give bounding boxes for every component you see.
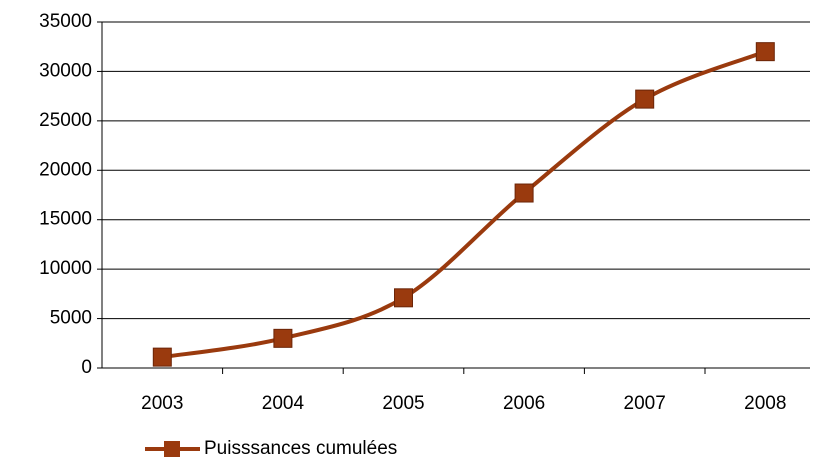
x-tick-label: 2008 — [744, 393, 786, 414]
marker — [273, 328, 293, 348]
x-tick-label: 2006 — [503, 393, 545, 414]
x-tick-label: 2005 — [382, 393, 424, 414]
marker — [635, 89, 655, 109]
marker — [755, 42, 775, 62]
y-tick-label: 5000 — [50, 308, 92, 329]
marker — [514, 183, 534, 203]
y-tick-label: 35000 — [39, 11, 92, 32]
y-tick-label: 10000 — [39, 258, 92, 279]
marker — [152, 347, 172, 367]
x-tick-label: 2004 — [262, 393, 305, 414]
x-tick-label: 2003 — [141, 393, 183, 414]
x-tick-label: 2007 — [624, 393, 666, 414]
series-line — [161, 49, 767, 360]
y-tick-label: 15000 — [39, 209, 92, 230]
legend-label: Puisssances cumulées — [204, 438, 397, 459]
y-tick-label: 0 — [81, 357, 92, 378]
y-tick-label: 30000 — [39, 60, 92, 81]
legend-marker — [164, 441, 180, 457]
marker — [394, 288, 413, 308]
y-tick-label: 25000 — [39, 110, 92, 131]
y-tick-label: 20000 — [39, 159, 92, 180]
